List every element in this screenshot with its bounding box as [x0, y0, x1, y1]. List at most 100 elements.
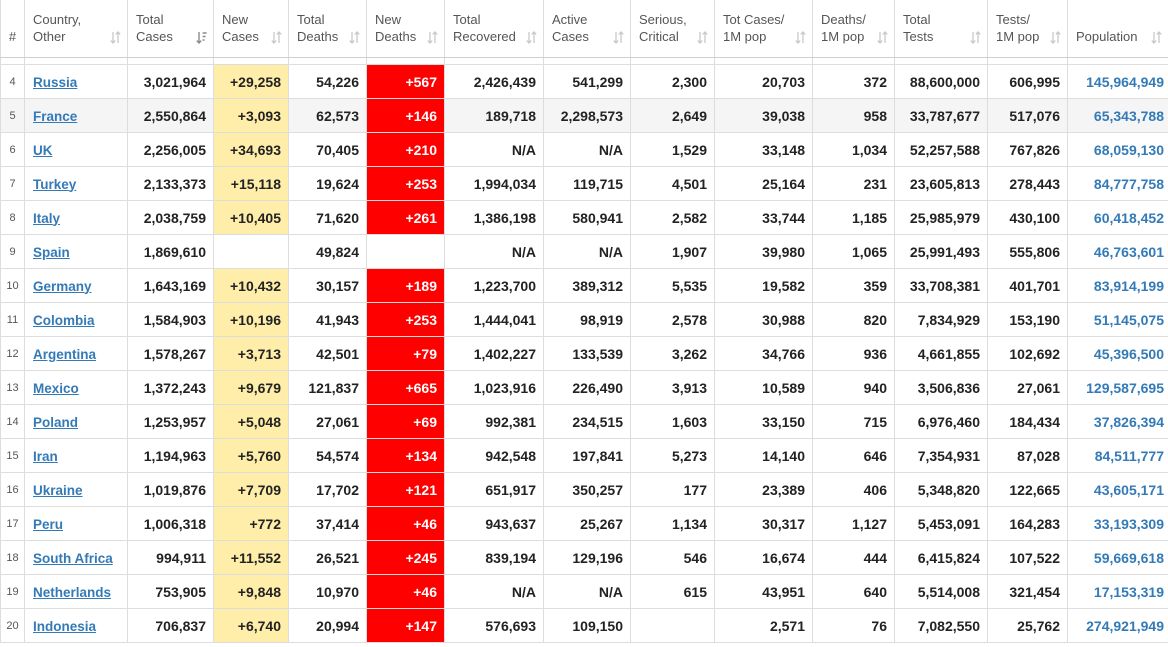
sort-descending-icon[interactable]: [196, 31, 207, 44]
cell-deaths-per-1m: 1,065: [812, 234, 895, 269]
sort-icon[interactable]: [1151, 31, 1162, 44]
header-label-line: Total: [453, 12, 481, 27]
header-divider-cell: [127, 57, 214, 65]
cell-active-cases: N/A: [543, 234, 631, 269]
header-serious-critical[interactable]: Serious, Critical: [630, 0, 715, 58]
cell-new-deaths: +46: [366, 506, 445, 541]
country-link[interactable]: Germany: [33, 278, 92, 294]
header-label: New Cases: [215, 11, 288, 57]
header-label: Deaths/1M pop: [814, 11, 894, 57]
header-total-tests[interactable]: Total Tests: [894, 0, 988, 58]
population-link[interactable]: 46,763,601: [1093, 243, 1164, 260]
sort-icon[interactable]: [1050, 31, 1061, 44]
cell-tests-per-1m: 153,190: [987, 302, 1068, 337]
cell-total-deaths: 54,226: [288, 64, 367, 99]
header-total-recovered[interactable]: Total Recovered: [444, 0, 544, 58]
header-total-cases[interactable]: Total Cases: [127, 0, 214, 58]
sort-icon[interactable]: [526, 31, 537, 44]
cell-total-tests: 7,354,931: [894, 438, 988, 473]
population-link[interactable]: 84,511,777: [1094, 447, 1164, 464]
cell-total-recovered: N/A: [444, 234, 544, 269]
country-link[interactable]: Indonesia: [33, 618, 97, 634]
population-link[interactable]: 45,396,500: [1093, 345, 1164, 362]
cell-deaths-per-1m: 1,185: [812, 200, 895, 235]
header-label: Serious, Critical: [632, 11, 714, 57]
header-label: New Deaths: [368, 11, 444, 57]
country-link[interactable]: Spain: [33, 244, 70, 260]
country-link[interactable]: Russia: [33, 74, 78, 90]
country-link[interactable]: UK: [33, 142, 53, 158]
population-link[interactable]: 37,826,394: [1093, 413, 1164, 430]
population-link[interactable]: 84,777,758: [1093, 175, 1164, 192]
country-link[interactable]: Netherlands: [33, 584, 112, 600]
cell-active-cases: 133,539: [543, 336, 631, 371]
cell-total-tests: 33,708,381: [894, 268, 988, 303]
population-link[interactable]: 274,921,949: [1086, 617, 1164, 634]
cell-active-cases: 119,715: [543, 166, 631, 201]
sort-icon[interactable]: [795, 31, 806, 44]
header-deaths-per-1m[interactable]: Deaths/1M pop: [812, 0, 895, 58]
sort-icon[interactable]: [613, 31, 624, 44]
population-link[interactable]: 59,669,618: [1093, 549, 1164, 566]
population-link[interactable]: 17,153,319: [1093, 583, 1164, 600]
header-label-line: Country,: [33, 12, 82, 27]
cell-tests-per-1m: 517,076: [987, 98, 1068, 133]
header-label-line: 1M pop: [821, 29, 865, 44]
cell-population: 145,964,949: [1067, 64, 1168, 99]
country-link[interactable]: Turkey: [33, 176, 77, 192]
cell-population: 83,914,199: [1067, 268, 1168, 303]
sort-icon[interactable]: [427, 31, 438, 44]
country-link[interactable]: Peru: [33, 516, 64, 532]
header-label-line: 1M pop: [996, 29, 1040, 44]
header-country[interactable]: Country, Other: [24, 0, 128, 58]
header-label-line: Recovered: [453, 29, 516, 44]
header-new-deaths[interactable]: New Deaths: [366, 0, 445, 58]
table-row: 14 Poland 1,253,957 +5,048 27,061 +69 992,381 2…: [0, 404, 1168, 439]
sort-icon[interactable]: [349, 31, 360, 44]
country-link[interactable]: Ukraine: [33, 482, 83, 498]
cell-tests-per-1m: 401,701: [987, 268, 1068, 303]
population-link[interactable]: 145,964,949: [1086, 73, 1164, 90]
header-new-cases[interactable]: New Cases: [213, 0, 289, 58]
cell-rank: 8: [0, 200, 25, 235]
cell-cases-per-1m: 34,766: [714, 336, 813, 371]
cell-total-cases: 753,905: [127, 574, 214, 609]
population-link[interactable]: 83,914,199: [1093, 277, 1164, 294]
country-link[interactable]: Italy: [33, 210, 61, 226]
sort-icon[interactable]: [877, 31, 888, 44]
population-link[interactable]: 33,193,309: [1093, 515, 1164, 532]
header-tests-per-1m[interactable]: Tests/1M pop: [987, 0, 1068, 58]
cell-rank: 7: [0, 166, 25, 201]
cell-active-cases: N/A: [543, 574, 631, 609]
cell-total-cases: 1,006,318: [127, 506, 214, 541]
country-link[interactable]: Iran: [33, 448, 58, 464]
header-cases-per-1m[interactable]: Tot Cases/1M pop: [714, 0, 813, 58]
header-total-deaths[interactable]: Total Deaths: [288, 0, 367, 58]
country-link[interactable]: France: [33, 108, 78, 124]
population-link[interactable]: 68,059,130: [1093, 141, 1164, 158]
sort-icon[interactable]: [970, 31, 981, 44]
population-link[interactable]: 65,343,788: [1093, 107, 1164, 124]
cell-total-recovered: 1,994,034: [444, 166, 544, 201]
sort-icon[interactable]: [271, 31, 282, 44]
country-link[interactable]: Argentina: [33, 346, 97, 362]
sort-icon[interactable]: [110, 31, 121, 44]
sort-icon[interactable]: [697, 31, 708, 44]
cell-deaths-per-1m: 76: [812, 608, 895, 643]
population-link[interactable]: 60,418,452: [1093, 209, 1164, 226]
country-link[interactable]: South Africa: [33, 550, 113, 566]
table-row: 13 Mexico 1,372,243 +9,679 121,837 +665 1,023,…: [0, 370, 1168, 405]
country-link[interactable]: Colombia: [33, 312, 95, 328]
cell-new-cases: +5,048: [213, 404, 289, 439]
header-active-cases[interactable]: Active Cases: [543, 0, 631, 58]
header-label-line: Total: [903, 12, 931, 27]
cell-tests-per-1m: 27,061: [987, 370, 1068, 405]
cell-cases-per-1m: 39,980: [714, 234, 813, 269]
header-population[interactable]: Population: [1067, 0, 1168, 58]
population-link[interactable]: 51,145,075: [1093, 311, 1164, 328]
table-row: 18 South Africa 994,911 +11,552 26,521 +245 83…: [0, 540, 1168, 575]
country-link[interactable]: Mexico: [33, 380, 79, 396]
population-link[interactable]: 129,587,695: [1086, 379, 1164, 396]
population-link[interactable]: 43,605,171: [1093, 481, 1164, 498]
country-link[interactable]: Poland: [33, 414, 79, 430]
